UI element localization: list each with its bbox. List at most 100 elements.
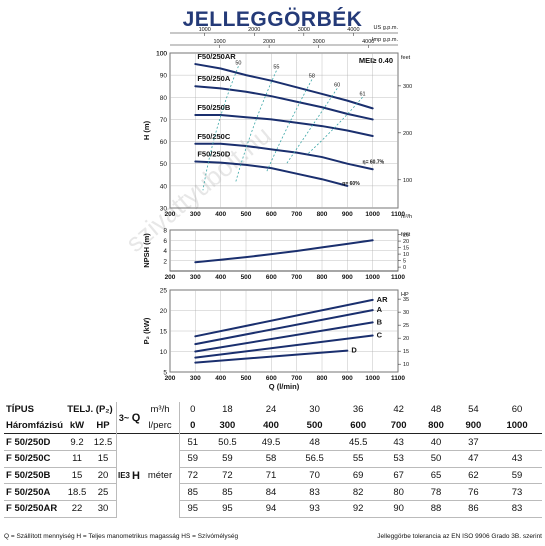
head-cell: 59	[492, 467, 542, 485]
power-x-tick-label: 1100	[391, 375, 405, 382]
lperc-cell: 600	[350, 420, 367, 432]
m3h-cell: 24	[265, 404, 277, 416]
npsh-y-axis-label: NPSH (m)	[142, 233, 151, 268]
npsh-right-axis-label: feet	[401, 232, 411, 238]
model-name: F 50/250AR	[4, 500, 64, 518]
head-y-axis-label: H (m)	[142, 120, 151, 140]
head-cell: 82	[336, 483, 380, 502]
npsh-x-tick-label: 900	[342, 274, 353, 281]
npsh-right-tick-label: 25	[403, 233, 409, 239]
efficiency-iso-line	[235, 70, 277, 182]
meter-unit: méter	[147, 470, 173, 482]
head-cell: 37	[454, 433, 493, 452]
head-x-tick-label: 1100	[391, 211, 405, 218]
head-cell: 84	[249, 483, 293, 502]
m3h-cell: 60	[511, 404, 523, 416]
head-y-tick-label: 40	[160, 183, 168, 190]
head-cell: 72	[178, 467, 206, 485]
npsh-right-tick-label: 5	[403, 259, 406, 265]
head-right-tick-label: 300	[403, 84, 412, 90]
head-y-tick-label: 50	[160, 161, 168, 168]
head-cell: 72	[205, 467, 250, 485]
m3h-unit: m³/h	[150, 404, 170, 416]
npsh-y-tick-label: 4	[163, 248, 167, 255]
series-label-B: B	[377, 317, 383, 326]
head-cell: 93	[292, 500, 337, 518]
head-cell: 94	[249, 500, 293, 518]
series-line-head-F50/250D	[194, 160, 349, 187]
lperc-cell: 300	[219, 420, 236, 432]
kw-header: kW	[69, 420, 85, 432]
efficiency-iso-line	[306, 97, 363, 156]
head-cell: 59	[205, 450, 250, 468]
lperc-unit: l/perc	[148, 420, 172, 432]
head-cell: 43	[379, 433, 418, 452]
head-y-tick-label: 100	[156, 51, 167, 58]
power-x-tick-label: 200	[165, 375, 176, 382]
head-y-tick-label: 80	[160, 95, 168, 102]
npsh-y-tick-label: 8	[163, 228, 167, 235]
top-axis-tick-label: 1000	[213, 39, 225, 45]
power-x-tick-label: 800	[317, 375, 328, 382]
head-cell: 83	[292, 483, 337, 502]
head-x-tick-label: 600	[266, 211, 277, 218]
footer-tolerance: Jelleggörbe tolerancia az EN ISO 9906 Gr…	[377, 533, 542, 540]
ie3-label: IE3	[116, 433, 131, 518]
series-line-npsh-NPSH	[194, 239, 374, 264]
head-cell: 59	[178, 450, 206, 468]
npsh-y-tick-label: 2	[163, 258, 167, 265]
head-x-tick-label: 300	[190, 211, 201, 218]
head-cell	[492, 433, 542, 452]
performance-table: TÍPUS TELJ. (P₂) 3~ Q m³/h 0 18 24 30 36…	[4, 402, 542, 518]
head-cell: 53	[379, 450, 418, 468]
head-cell: 85	[205, 483, 250, 502]
lperc-cell: 900	[465, 420, 482, 432]
series-line-power-B	[194, 321, 374, 353]
series-label-F50/250D: F50/250D	[197, 150, 231, 159]
series-line-power-C	[194, 334, 374, 359]
series-line-head-F50/250A	[194, 85, 374, 121]
model-name: F 50/250A	[4, 483, 64, 502]
efficiency-label: 58	[309, 74, 315, 80]
head-cell: 56.5	[292, 450, 337, 468]
power-header: TELJ. (P₂)	[67, 404, 113, 416]
h-symbol: H	[132, 469, 140, 482]
head-y-tick-label: 30	[160, 206, 168, 213]
top-axis-tick-label: 1000	[199, 27, 211, 33]
head-x-tick-label: 900	[342, 211, 353, 218]
efficiency-iso-line	[265, 79, 313, 173]
top-axis-tick-label: 3000	[298, 27, 310, 33]
power-x-tick-label: 400	[215, 375, 226, 382]
head-cell: 43	[492, 450, 542, 468]
npsh-right-tick-label: 15	[403, 246, 409, 252]
top-axis-tick-label: 3000	[313, 39, 325, 45]
head-cell: 55	[336, 450, 380, 468]
m3h-cell: 30	[309, 404, 320, 416]
power-right-tick-label: 30	[403, 310, 409, 316]
head-cell: 51	[178, 433, 206, 452]
power-right-tick-label: 15	[403, 349, 409, 355]
top-axis-unit-label: US g.p.m.	[374, 25, 399, 31]
power-right-tick-label: 20	[403, 336, 409, 342]
page-title: JELLEGGÖRBÉK	[182, 8, 363, 31]
kw-value: 18.5	[64, 483, 90, 502]
series-label-C: C	[377, 331, 383, 340]
power-right-tick-label: 35	[403, 297, 409, 303]
series-line-head-F50/250AR	[194, 63, 374, 110]
q-symbol: Q	[131, 411, 141, 424]
head-cell: 95	[178, 500, 206, 518]
efficiency-note: η= 60.7%	[363, 160, 385, 166]
top-axis-unit-label: Imp g.p.m.	[372, 37, 398, 43]
head-cell: 80	[379, 483, 418, 502]
efficiency-iso-line	[202, 66, 239, 191]
m3h-cell: 18	[222, 404, 233, 416]
head-cell: 78	[417, 483, 455, 502]
efficiency-label: 60	[334, 82, 340, 88]
series-label-F50/250AR: F50/250AR	[197, 52, 236, 61]
npsh-x-tick-label: 300	[190, 274, 201, 281]
top-axis-tick-label: 4000	[347, 27, 359, 33]
head-cell: 62	[454, 467, 493, 485]
head-x-tick-label: 1000	[365, 211, 380, 218]
npsh-right-tick-label: 0	[403, 265, 406, 271]
lperc-cell: 0	[178, 417, 206, 434]
